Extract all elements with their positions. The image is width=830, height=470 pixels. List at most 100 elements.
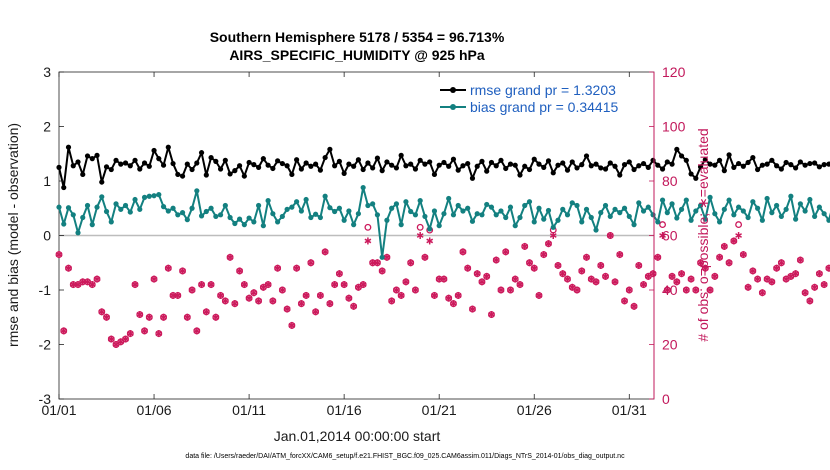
bias-point <box>479 212 485 218</box>
obs-evaluated-point <box>202 308 210 316</box>
bias-point <box>346 208 352 214</box>
bias-point <box>650 212 656 218</box>
obs-evaluated-point <box>559 270 567 278</box>
bias-point <box>279 213 285 220</box>
legend-rmse-label: rmse grand pr = 1.3203 <box>470 82 616 98</box>
obs-evaluated-point <box>131 281 139 289</box>
obs-evaluated-point <box>283 305 291 313</box>
rmse-point <box>365 160 371 166</box>
rmse-point <box>816 164 822 170</box>
y-right-tick-label: 80 <box>662 173 678 189</box>
obs-evaluated-point <box>302 291 310 299</box>
obs-evaluated-point <box>293 264 301 272</box>
bias-point <box>655 219 661 225</box>
rmse-point <box>531 156 537 162</box>
bias-point <box>118 206 124 212</box>
bias-point <box>227 214 233 221</box>
rmse-point <box>251 162 257 168</box>
obs-evaluated-point <box>464 264 472 272</box>
bias-point <box>450 212 457 218</box>
obs-evaluated-point <box>297 300 305 308</box>
obs-evaluated-point <box>388 297 396 305</box>
obs-evaluated-point <box>806 297 814 305</box>
obs-possible-point <box>416 223 424 231</box>
bias-point <box>712 211 718 217</box>
rmse-point <box>740 163 746 169</box>
obs-evaluated-point <box>483 272 491 280</box>
obs-evaluated-point <box>792 270 800 278</box>
x-tick-label: 01/26 <box>517 402 552 418</box>
rmse-point <box>759 162 765 168</box>
x-tick-label: 01/11 <box>232 402 266 418</box>
rmse-point <box>793 165 799 171</box>
obs-evaluated-point <box>221 297 229 305</box>
obs-evaluated-point <box>250 289 258 297</box>
rmse-point <box>217 166 224 172</box>
bias-point <box>441 211 447 217</box>
obs-possible-point <box>735 221 743 229</box>
bias-point <box>289 204 295 210</box>
bias-point <box>774 202 780 209</box>
bias-point <box>683 197 689 203</box>
obs-evaluated-point <box>640 281 647 289</box>
bias-point <box>208 205 214 211</box>
obs-evaluated-point <box>383 253 391 261</box>
rmse-point <box>683 157 689 163</box>
obs-evaluated-point <box>150 275 158 283</box>
bias-point <box>607 213 613 220</box>
obs-evaluated-point <box>431 291 438 299</box>
rmse-point <box>384 159 390 165</box>
bias-point <box>640 208 647 214</box>
rmse-point <box>607 160 613 166</box>
bias-point <box>151 193 157 199</box>
legend-bias-label: bias grand pr = 0.34415 <box>470 99 618 115</box>
obs-evaluated-point <box>545 240 552 248</box>
rmse-point <box>379 168 385 174</box>
obs-evaluated-point <box>326 300 334 308</box>
rmse-point <box>327 146 333 152</box>
obs-evaluated-point <box>55 251 63 259</box>
obs-evaluated-point <box>359 281 367 289</box>
bias-point <box>726 197 732 203</box>
rmse-point <box>555 162 561 168</box>
obs-evaluated-point <box>602 272 609 280</box>
rmse-point <box>417 157 423 163</box>
rmse-point <box>688 171 694 177</box>
bias-point <box>560 206 566 212</box>
obs-evaluated-point <box>758 289 766 297</box>
bias-point <box>488 204 495 210</box>
x-tick-label: 01/01 <box>41 402 76 418</box>
obs-evaluated-point <box>122 335 129 343</box>
rmse-point <box>403 163 409 169</box>
bias-point <box>341 217 347 223</box>
rmse-point <box>308 163 314 169</box>
bias-point <box>569 200 575 206</box>
obs-evaluated-point <box>378 267 386 275</box>
bias-point <box>498 208 504 214</box>
obs-evaluated-point <box>597 261 605 269</box>
obs-evaluated-point <box>564 275 571 283</box>
obs-evaluated-point <box>155 330 163 338</box>
bias-point <box>693 208 699 214</box>
bias-point <box>702 216 708 222</box>
rmse-point <box>351 163 357 169</box>
rmse-point <box>189 166 195 173</box>
rmse-point <box>160 162 167 168</box>
obs-evaluated-point <box>611 278 619 286</box>
rmse-point <box>80 171 86 178</box>
rmse-point <box>593 161 599 167</box>
rmse-point <box>412 166 419 172</box>
bias-point <box>721 206 727 212</box>
bias-point <box>436 223 442 229</box>
rmse-point <box>294 157 300 163</box>
obs-evaluated-point <box>274 264 282 272</box>
bias-point <box>137 206 143 212</box>
rmse-point <box>332 163 338 169</box>
bias-point <box>474 211 480 217</box>
bias-point <box>593 227 599 233</box>
rmse-point <box>127 163 133 169</box>
obs-evaluated-point <box>240 281 248 289</box>
chart-title-line1: Southern Hemisphere 5178 / 5354 = 96.713… <box>210 29 505 45</box>
x-tick-label: 01/16 <box>327 402 362 418</box>
